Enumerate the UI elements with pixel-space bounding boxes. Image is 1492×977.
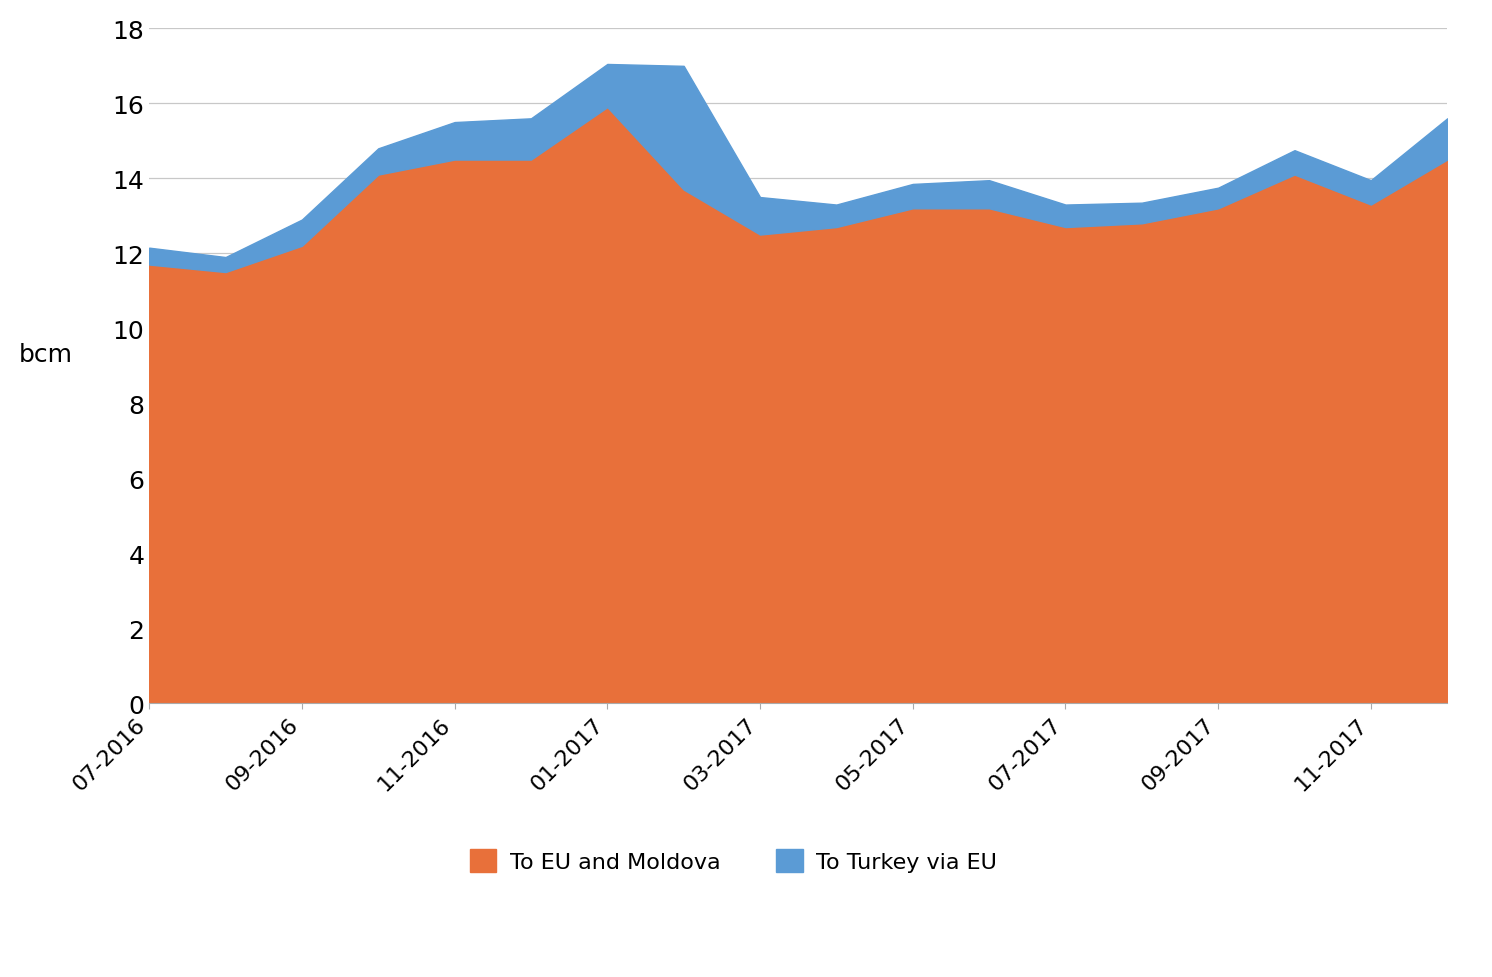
Legend: To EU and Moldova, To Turkey via EU: To EU and Moldova, To Turkey via EU [461, 840, 1006, 881]
Y-axis label: bcm: bcm [18, 342, 72, 366]
